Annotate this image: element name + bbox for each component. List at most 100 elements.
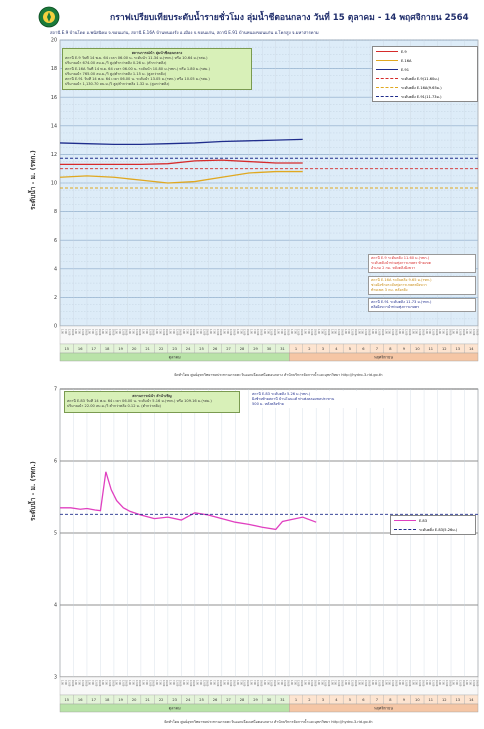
hour-tick-label: 19.00: [206, 329, 209, 336]
hour-tick-label: 7.00: [199, 329, 202, 334]
y-tick-label: 0: [54, 324, 57, 330]
hour-tick-label: 1.00: [438, 680, 441, 685]
hour-tick-label: 1.00: [196, 680, 199, 685]
hour-tick-label: 19.00: [408, 680, 411, 687]
day-label: 1: [295, 347, 297, 351]
hour-tick-label: 1.00: [411, 680, 414, 685]
hour-tick-label: 7.00: [91, 680, 94, 685]
hour-tick-label: 1.00: [263, 329, 266, 334]
hour-tick-label: 19.00: [111, 329, 114, 336]
hour-tick-label: 1.00: [61, 329, 64, 334]
hour-tick-label: 7.00: [374, 680, 377, 685]
hour-tick-label: 1.00: [88, 680, 91, 685]
hour-tick-label: 1.00: [452, 680, 455, 685]
hour-tick-label: 1.00: [276, 680, 279, 685]
series-line: [59, 138, 303, 146]
hour-tick-label: 19.00: [273, 329, 276, 336]
hour-tick-label: 13.00: [148, 680, 151, 687]
hour-tick-label: 7.00: [307, 329, 310, 334]
hour-tick-label: 7.00: [172, 680, 175, 685]
hour-tick-label: 13.00: [148, 329, 151, 336]
hour-tick-label: 19.00: [327, 680, 330, 687]
hour-tick-label: 13.00: [283, 680, 286, 687]
hour-tick-label: 1.00: [222, 329, 225, 334]
hour-tick-label: 7.00: [266, 329, 269, 334]
month-label: ตุลาคม: [169, 706, 181, 712]
hour-tick-label: 7.00: [199, 680, 202, 685]
day-label: 2: [308, 347, 310, 351]
hour-tick-label: 13.00: [351, 680, 354, 687]
hour-tick-label: 19.00: [421, 680, 424, 687]
hour-tick-label: 1.00: [74, 680, 77, 685]
hour-tick-label: 1.00: [425, 680, 428, 685]
day-label: 22: [159, 698, 164, 702]
hour-tick-label: 13.00: [162, 329, 165, 336]
day-label: 23: [172, 698, 177, 702]
day-label: 10: [415, 347, 420, 351]
y-tick-label: 7: [54, 387, 57, 393]
hour-tick-label: 7.00: [212, 329, 215, 334]
day-label: 18: [105, 698, 110, 702]
hour-tick-label: 1.00: [303, 680, 306, 685]
bank-note: สถานี E.83 ระดับตลิ่ง 5.26 ม.(รทก.) ฝั่ง…: [250, 391, 394, 408]
hour-tick-label: 13.00: [256, 329, 259, 336]
month-cell: [289, 703, 479, 713]
day-label: 29: [253, 347, 258, 351]
hour-tick-label: 7.00: [320, 680, 323, 685]
hour-tick-label: 19.00: [381, 329, 384, 336]
hour-tick-label: 1.00: [249, 680, 252, 685]
day-label: 4: [335, 347, 338, 351]
hour-tick-label: 7.00: [266, 680, 269, 685]
chart-title: กราฟเปรียบเทียบระดับน้ำรายชั่วโมง ลุ่มน้…: [110, 13, 469, 23]
hour-tick-label: 1.00: [384, 680, 387, 685]
y-tick-label: 5: [54, 531, 57, 537]
hour-tick-label: 7.00: [185, 329, 188, 334]
hour-tick-label: 1.00: [142, 680, 145, 685]
hour-tick-label: 13.00: [81, 329, 84, 336]
chart-panel-1: กราฟเปรียบเทียบระดับน้ำรายชั่วโมง ลุ่มน้…: [14, 0, 484, 380]
hour-tick-label: 19.00: [246, 680, 249, 687]
day-label: 28: [240, 347, 245, 351]
chart-subtitle: สถานี E.9 บ้านโดด อ.พนัสนิคม จ.ขอนแก่น, …: [50, 30, 319, 35]
y-tick-label: 8: [54, 209, 57, 215]
day-label: 5: [349, 347, 351, 351]
hour-tick-label: 19.00: [300, 680, 303, 687]
day-label: 12: [442, 698, 447, 702]
hour-tick-label: 13.00: [94, 329, 97, 336]
hour-tick-label: 13.00: [121, 329, 124, 336]
day-label: 15: [64, 347, 69, 351]
hour-tick-label: 13.00: [458, 680, 461, 687]
hour-tick-label: 19.00: [287, 680, 290, 687]
hour-tick-label: 1.00: [182, 329, 185, 334]
hour-tick-label: 13.00: [81, 680, 84, 687]
hour-tick-label: 13.00: [270, 329, 273, 336]
hour-tick-label: 13.00: [445, 680, 448, 687]
hour-tick-label: 19.00: [84, 329, 87, 336]
hour-tick-label: 13.00: [431, 680, 434, 687]
y-tick-label: 14: [51, 123, 57, 129]
hour-tick-label: 13.00: [337, 680, 340, 687]
day-label: 11: [429, 347, 434, 351]
hour-tick-label: 13.00: [189, 329, 192, 336]
hour-tick-label: 19.00: [408, 329, 411, 336]
hour-tick-label: 7.00: [158, 680, 161, 685]
hour-tick-label: 1.00: [155, 680, 158, 685]
hour-tick-label: 1.00: [236, 680, 239, 685]
hour-tick-label: 19.00: [314, 329, 317, 336]
hour-tick-label: 1.00: [398, 329, 401, 334]
hour-tick-label: 7.00: [428, 680, 431, 685]
day-label: 1: [295, 698, 297, 702]
y-tick-label: 10: [51, 181, 57, 187]
day-label: 17: [91, 698, 96, 702]
y-tick-label: 16: [51, 95, 57, 101]
hour-tick-label: 1.00: [74, 329, 77, 334]
hour-tick-label: 1.00: [209, 680, 212, 685]
hour-tick-label: 7.00: [78, 329, 81, 334]
info-line: สถานี E.16A วันที่ 14 พ.ย. 64 เวลา 06.00…: [65, 66, 210, 71]
day-label: 20: [132, 347, 137, 351]
hour-tick-label: 1.00: [196, 329, 199, 334]
hour-tick-label: 19.00: [165, 680, 168, 687]
hour-tick-label: 1.00: [88, 329, 91, 334]
day-label: 28: [240, 698, 245, 702]
